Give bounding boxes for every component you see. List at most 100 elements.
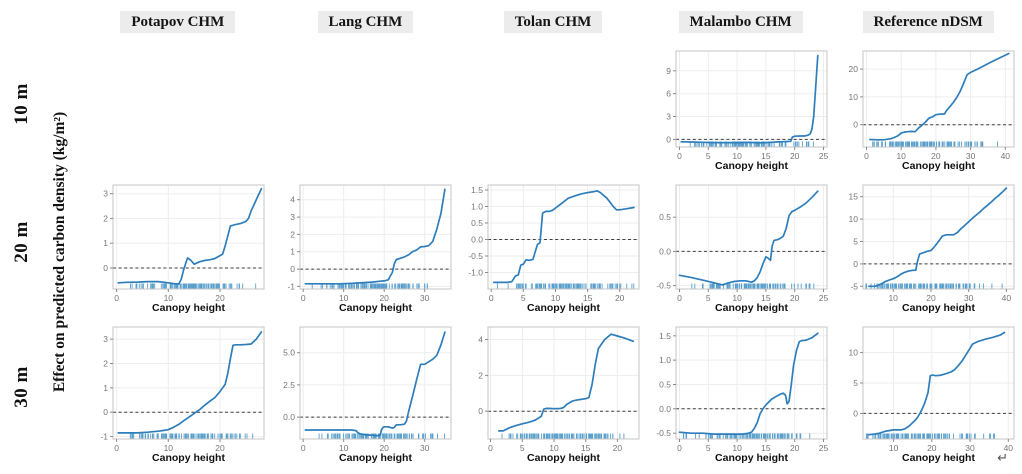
svg-text:10: 10 — [732, 151, 742, 161]
svg-text:5: 5 — [521, 293, 526, 303]
panel-border — [112, 184, 265, 290]
svg-text:1: 1 — [103, 238, 108, 248]
svg-text:3: 3 — [666, 112, 671, 122]
row-header-10m: 10 m — [11, 83, 32, 125]
svg-text:2: 2 — [103, 359, 108, 369]
chart-10m-malambo-chm: 0 5 10 15 20 25 0 3 6 9 Canopy height — [666, 50, 828, 172]
svg-text:20: 20 — [615, 293, 625, 303]
chart-30m-potapov-chm: 0 10 20 -1 0 1 2 3 Canopy height — [100, 326, 265, 464]
svg-text:25: 25 — [818, 293, 828, 303]
rug-marks — [690, 283, 814, 289]
svg-text:25: 25 — [818, 443, 828, 453]
svg-text:0.0: 0.0 — [659, 246, 671, 256]
svg-text:9: 9 — [666, 66, 671, 76]
panel-border — [862, 50, 1015, 148]
svg-text:3: 3 — [291, 212, 296, 222]
panel-10m-reference-ndsm: 0 10 20 30 40 0 10 20 Canopy height — [834, 44, 1022, 176]
panel-border — [112, 326, 265, 440]
svg-text:5: 5 — [706, 293, 711, 303]
svg-text:1: 1 — [291, 247, 296, 257]
x-axis-title: Canopy height — [715, 302, 788, 314]
empty-panel-10m-lang — [272, 44, 460, 176]
svg-text:20: 20 — [790, 293, 800, 303]
svg-text:30: 30 — [965, 443, 975, 453]
column-header-tolan-chm: Tolan CHM — [503, 10, 603, 34]
rug-marks — [872, 141, 999, 147]
svg-text:15: 15 — [761, 293, 771, 303]
panel-30m-potapov-chm: 0 10 20 -1 0 1 2 3 Canopy height — [84, 318, 272, 468]
svg-text:5: 5 — [706, 151, 711, 161]
panel-border — [675, 326, 828, 440]
svg-text:20: 20 — [380, 293, 390, 303]
effect-line — [869, 52, 1010, 141]
svg-text:10: 10 — [549, 443, 559, 453]
row-header-30m: 30 m — [11, 366, 32, 408]
svg-text:0: 0 — [301, 443, 306, 453]
svg-text:10: 10 — [339, 293, 349, 303]
chart-grid: Potapov CHM Lang CHM Tolan CHM Malambo C… — [84, 0, 1022, 468]
column-header-potapov-chm: Potapov CHM — [120, 10, 236, 34]
svg-text:40: 40 — [1004, 443, 1014, 453]
chart-20m-potapov-chm: 0 10 20 0 1 2 3 Canopy height — [103, 184, 265, 314]
x-axis-title: Canopy height — [339, 452, 412, 464]
svg-text:0: 0 — [114, 443, 119, 453]
svg-text:0: 0 — [489, 293, 494, 303]
effect-line — [679, 54, 819, 144]
svg-text:5.0: 5.0 — [284, 348, 296, 358]
svg-text:0: 0 — [114, 293, 119, 303]
svg-text:5: 5 — [853, 237, 858, 247]
panel-border — [675, 184, 828, 290]
effect-line — [868, 331, 1006, 436]
column-header-cell: Potapov CHM — [84, 0, 272, 44]
column-header-cell: Tolan CHM — [459, 0, 647, 44]
svg-text:-0.5: -0.5 — [468, 251, 483, 261]
effect-line — [868, 187, 1008, 288]
svg-text:20: 20 — [215, 293, 225, 303]
svg-text:10: 10 — [732, 443, 742, 453]
effect-line — [678, 332, 819, 435]
svg-text:15: 15 — [849, 192, 859, 202]
chart-30m-malambo-chm: 0 5 10 15 20 25 -0.5 0.0 0.5 1.0 1.5 Canopy height — [656, 326, 828, 464]
svg-text:-1: -1 — [288, 281, 296, 291]
effect-line — [304, 331, 447, 437]
svg-text:30: 30 — [966, 151, 976, 161]
svg-text:15: 15 — [761, 443, 771, 453]
svg-text:10: 10 — [849, 214, 859, 224]
chart-30m-tolan-chm: 0 5 10 15 20 0 2 4 Canopy height — [478, 326, 640, 464]
svg-text:10: 10 — [339, 443, 349, 453]
svg-text:0: 0 — [291, 264, 296, 274]
panel-border — [487, 326, 640, 440]
svg-text:0: 0 — [853, 259, 858, 269]
svg-text:40: 40 — [1002, 293, 1012, 303]
svg-text:20: 20 — [931, 151, 941, 161]
panel-30m-tolan-chm: 0 5 10 15 20 0 2 4 Canopy height — [459, 318, 647, 468]
svg-text:0.0: 0.0 — [471, 235, 483, 245]
svg-text:-1.0: -1.0 — [468, 268, 483, 278]
svg-text:4: 4 — [478, 335, 483, 345]
column-header-cell: Reference nDSM — [834, 0, 1022, 44]
column-header-cell: Lang CHM — [272, 0, 460, 44]
svg-text:10: 10 — [551, 293, 561, 303]
panel-30m-malambo-chm: 0 5 10 15 20 25 -0.5 0.0 0.5 1.0 1.5 Canopy height — [647, 318, 835, 468]
svg-text:5: 5 — [706, 443, 711, 453]
column-header-lang-chm: Lang CHM — [317, 10, 414, 34]
svg-text:1.5: 1.5 — [471, 185, 483, 195]
svg-text:-0.5: -0.5 — [656, 428, 671, 438]
panel-border — [487, 184, 640, 290]
empty-panel-10m-potapov — [84, 44, 272, 176]
svg-text:15: 15 — [581, 443, 591, 453]
svg-text:10: 10 — [889, 293, 899, 303]
panel-border — [675, 50, 828, 148]
panel-20m-potapov-chm: 0 10 20 0 1 2 3 Canopy height — [84, 176, 272, 318]
svg-text:-5: -5 — [851, 281, 859, 291]
panel-border — [862, 184, 1015, 290]
svg-text:10: 10 — [897, 151, 907, 161]
svg-text:0: 0 — [488, 443, 493, 453]
svg-text:30: 30 — [964, 293, 974, 303]
svg-text:6: 6 — [666, 89, 671, 99]
svg-text:0: 0 — [677, 443, 682, 453]
row-header-20m: 20 m — [11, 221, 32, 263]
svg-text:40: 40 — [1001, 151, 1011, 161]
svg-text:0.5: 0.5 — [659, 380, 671, 390]
